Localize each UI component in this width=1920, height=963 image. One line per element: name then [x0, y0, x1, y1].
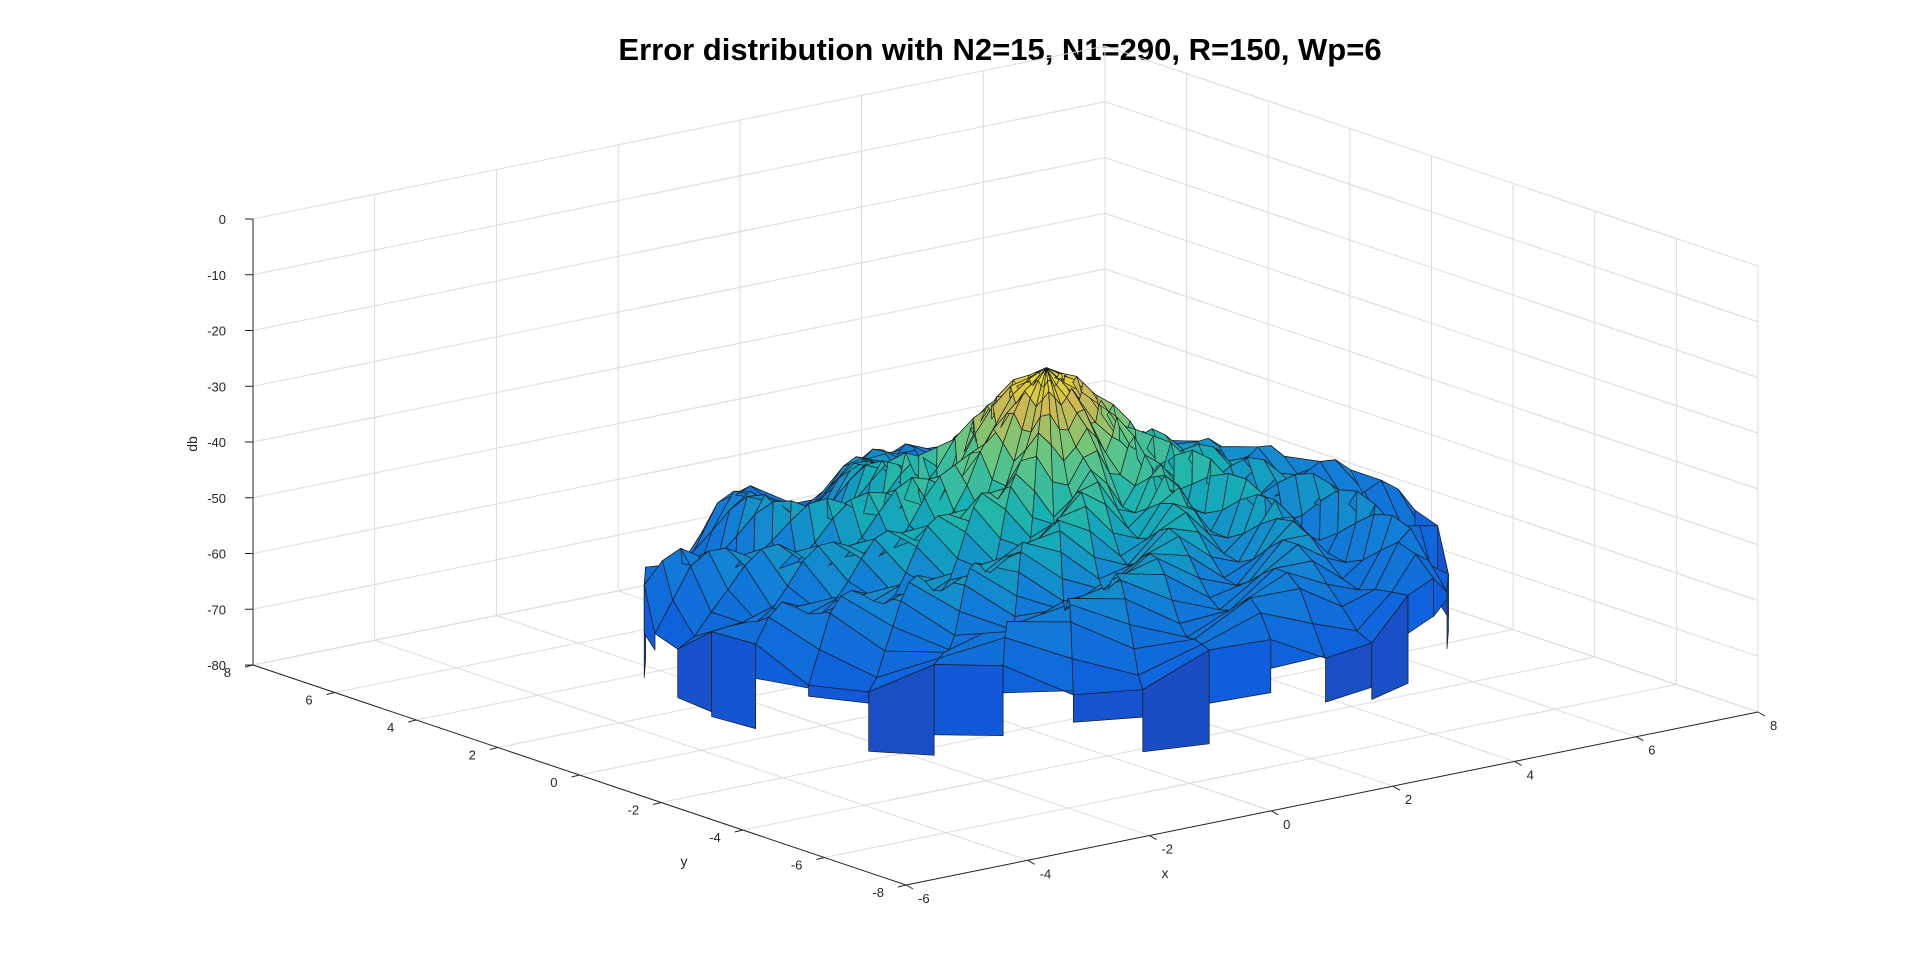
surface-facet [1208, 639, 1272, 704]
z-tick-label: -50 [207, 491, 226, 506]
grid-line-wall-z [252, 212, 1759, 434]
grid-line-floor-y [824, 684, 1677, 858]
z-tick-label: -70 [207, 602, 226, 617]
z-tick-label: -10 [207, 268, 226, 283]
surface-facet [1446, 573, 1449, 650]
y-tick-mark [816, 857, 825, 860]
grid-line-wall-z [252, 324, 1759, 546]
z-tick-label: -20 [207, 324, 226, 339]
y-tick-label: -2 [628, 803, 640, 818]
y-tick-mark [571, 774, 580, 778]
z-tick-label: -30 [207, 379, 226, 394]
grid-line-wall-z [252, 101, 1759, 323]
x-tick-mark [1757, 711, 1766, 717]
x-tick-mark [905, 884, 914, 890]
x-tick-mark [1149, 835, 1157, 841]
x-tick-mark [1392, 785, 1401, 791]
y-tick-mark [734, 829, 743, 833]
axes-frame: -6-4-202468-8-6-4-202468-80-70-60-50-40-… [207, 212, 1777, 906]
x-axis-line [905, 711, 1759, 886]
x-tick-mark [1636, 736, 1644, 742]
z-tick-label: -60 [207, 547, 226, 562]
y-tick-mark [653, 802, 662, 805]
x-tick-label: -6 [918, 891, 930, 906]
x-tick-label: 6 [1648, 743, 1655, 758]
surface-facet [933, 664, 1004, 737]
grid-line-wall-z [252, 156, 1759, 378]
x-axis-label: x [1162, 865, 1169, 881]
grid-line-wall-z [252, 379, 1759, 601]
z-axis-label: db [184, 436, 200, 452]
y-tick-mark [326, 692, 335, 695]
surface-facet [1142, 649, 1210, 753]
x-tick-label: -4 [1040, 866, 1052, 881]
x-tick-mark [1027, 859, 1035, 865]
surface-mesh [643, 367, 1449, 756]
surface-facet [1073, 689, 1144, 723]
y-tick-label: 4 [387, 720, 394, 735]
y-tick-mark [897, 884, 907, 888]
chart-title: Error distribution with N2=15, N1=290, R… [618, 32, 1381, 67]
x-tick-label: 8 [1770, 718, 1777, 733]
y-axis-label: y [681, 853, 688, 869]
z-tick-label: -40 [207, 435, 226, 450]
x-tick-label: 0 [1283, 817, 1290, 832]
y-tick-label: -4 [709, 830, 721, 845]
y-tick-mark [489, 747, 498, 750]
x-tick-label: 4 [1527, 767, 1534, 782]
surface-facet [1433, 577, 1448, 618]
x-tick-mark [1270, 810, 1279, 816]
z-tick-label: 0 [219, 212, 226, 227]
surface-facet [711, 631, 757, 729]
grid-line-wall-z [252, 45, 1759, 267]
grid-line-wall-z [252, 268, 1759, 490]
y-tick-label: 0 [550, 775, 557, 790]
y-tick-label: 2 [469, 748, 476, 763]
x-tick-label: 2 [1405, 792, 1412, 807]
y-tick-label: 8 [224, 665, 231, 680]
y-tick-mark [408, 719, 417, 723]
x-tick-label: -2 [1161, 842, 1173, 857]
y-tick-label: 6 [305, 693, 312, 708]
z-tick-label: -80 [207, 658, 226, 673]
x-tick-mark [1514, 760, 1522, 766]
y-tick-label: -6 [791, 858, 803, 873]
y-tick-label: -8 [872, 885, 884, 900]
surface-facet [1371, 594, 1409, 700]
